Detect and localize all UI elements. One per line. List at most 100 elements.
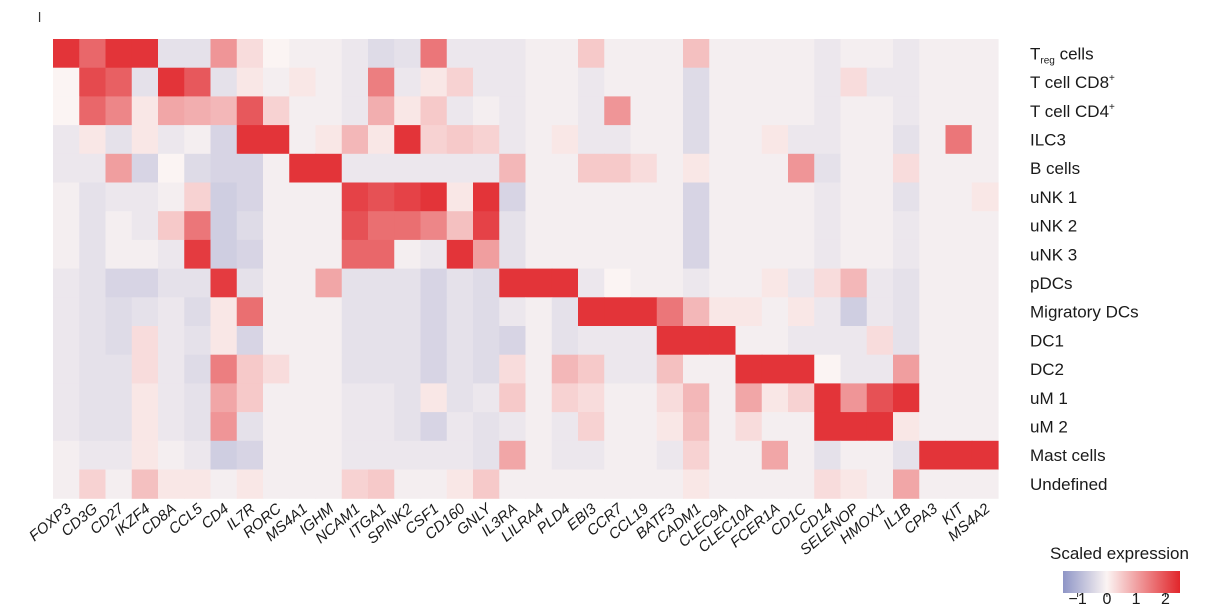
heatmap-cell xyxy=(105,326,133,356)
heatmap-cell xyxy=(919,297,947,327)
heatmap-cell xyxy=(814,67,842,97)
heatmap-cell xyxy=(341,440,369,471)
heatmap-cell xyxy=(840,153,868,184)
heatmap-cell xyxy=(131,326,159,356)
heatmap-cell xyxy=(473,67,500,97)
heatmap-cell xyxy=(79,469,107,499)
heatmap-cell xyxy=(289,354,317,384)
heatmap-cell xyxy=(735,354,763,384)
heatmap-cell xyxy=(525,96,553,126)
heatmap-cell xyxy=(236,469,264,499)
heatmap-cell xyxy=(236,440,264,471)
heatmap-cell xyxy=(263,96,290,126)
heatmap-cell xyxy=(236,297,264,327)
heatmap-cell xyxy=(630,67,658,97)
heatmap-cell xyxy=(473,440,500,471)
heatmap-cell xyxy=(105,211,133,241)
heatmap-cell xyxy=(866,383,894,413)
heatmap-cell xyxy=(184,125,212,155)
heatmap-cell xyxy=(420,354,448,384)
heatmap-cell xyxy=(158,440,185,471)
heatmap-cell xyxy=(604,67,632,97)
heatmap-cell xyxy=(840,440,868,471)
heatmap-cell xyxy=(105,67,133,97)
heatmap-cell xyxy=(630,297,658,327)
heatmap-cell xyxy=(446,383,474,413)
heatmap-cell xyxy=(394,268,422,298)
heatmap-cell xyxy=(473,326,500,356)
heatmap-cell xyxy=(893,153,920,184)
heatmap-cell xyxy=(53,412,80,442)
heatmap-cell xyxy=(683,125,710,155)
heatmap-cell xyxy=(184,67,212,97)
heatmap-cell xyxy=(866,39,894,69)
heatmap-cell xyxy=(866,182,894,212)
heatmap-cell xyxy=(105,469,133,499)
heatmap-cell xyxy=(761,182,789,212)
heatmap-cell xyxy=(630,268,658,298)
heatmap-cell xyxy=(53,239,80,270)
heatmap-cell xyxy=(79,96,107,126)
heatmap-cell xyxy=(473,297,500,327)
heatmap-cell xyxy=(551,239,579,270)
heatmap-cell xyxy=(866,239,894,270)
heatmap-cell xyxy=(761,326,789,356)
heatmap-cell xyxy=(499,440,527,471)
heatmap-cell xyxy=(709,383,737,413)
heatmap-cell xyxy=(761,211,789,241)
heatmap-cell xyxy=(525,297,553,327)
heatmap-cell xyxy=(893,326,920,356)
heatmap-cell xyxy=(840,297,868,327)
heatmap-cell xyxy=(289,297,317,327)
heatmap-cell xyxy=(840,211,868,241)
heatmap-cell xyxy=(184,383,212,413)
heatmap-cell xyxy=(945,469,973,499)
heatmap-cell xyxy=(919,125,947,155)
heatmap-cell xyxy=(446,96,474,126)
heatmap-cell xyxy=(131,383,159,413)
heatmap-cell xyxy=(788,67,815,97)
heatmap-cell xyxy=(971,383,999,413)
heatmap-cell xyxy=(656,297,684,327)
heatmap-cell xyxy=(105,125,133,155)
heatmap-cell xyxy=(210,326,238,356)
heatmap-cell xyxy=(656,440,684,471)
heatmap-cell xyxy=(866,469,894,499)
heatmap-cell xyxy=(315,469,343,499)
heatmap-cell xyxy=(105,239,133,270)
colorbar-ticks: −1 0 1 2 xyxy=(1068,591,1169,606)
heatmap-cell xyxy=(184,153,212,184)
heatmap-cell xyxy=(814,211,842,241)
heatmap-cell xyxy=(289,125,317,155)
heatmap-cell xyxy=(341,326,369,356)
heatmap-cell xyxy=(131,469,159,499)
heatmap-cell xyxy=(919,326,947,356)
heatmap-cell xyxy=(604,239,632,270)
heatmap-cell xyxy=(341,412,369,442)
heatmap-cell xyxy=(79,354,107,384)
heatmap-cell xyxy=(709,354,737,384)
heatmap-cell xyxy=(893,239,920,270)
heatmap-cell xyxy=(525,182,553,212)
heatmap-cell xyxy=(840,39,868,69)
heatmap-cell xyxy=(656,268,684,298)
heatmap-cell xyxy=(315,125,343,155)
heatmap-cell xyxy=(945,268,973,298)
heatmap-cell xyxy=(473,383,500,413)
heatmap-cell xyxy=(315,153,343,184)
heatmap-cell xyxy=(656,67,684,97)
heatmap-cell xyxy=(473,268,500,298)
heatmap-cell xyxy=(551,354,579,384)
heatmap-cell xyxy=(709,239,737,270)
heatmap-cell xyxy=(866,268,894,298)
heatmap-cell xyxy=(630,96,658,126)
heatmap-cell xyxy=(788,297,815,327)
heatmap-cell xyxy=(735,182,763,212)
heatmap-cell xyxy=(866,96,894,126)
heatmap-cell xyxy=(394,412,422,442)
heatmap-cell xyxy=(315,67,343,97)
heatmap-cell xyxy=(105,354,133,384)
heatmap-cell xyxy=(105,440,133,471)
heatmap-cell xyxy=(473,211,500,241)
heatmap-cell xyxy=(840,383,868,413)
